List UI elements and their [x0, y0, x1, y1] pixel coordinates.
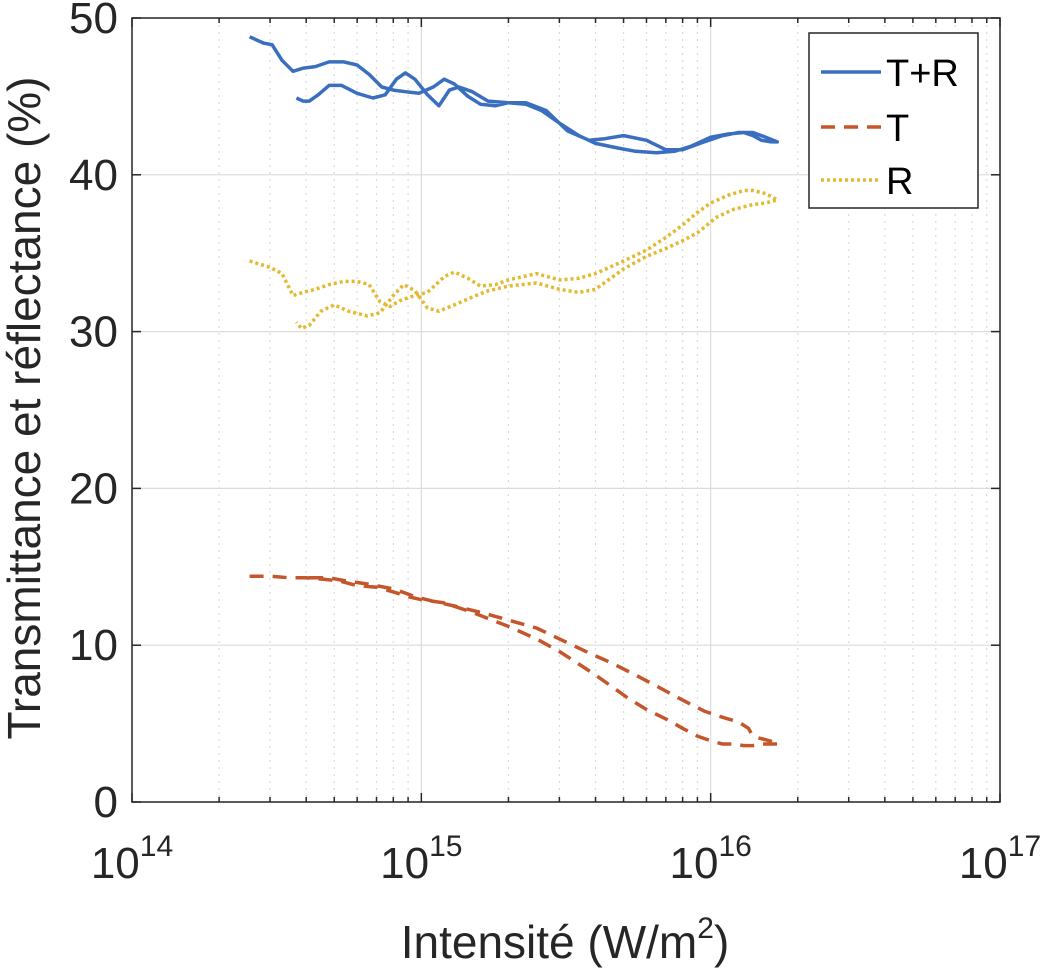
- series-line-t-r: [248, 35, 780, 155]
- x-tick-labels: 1014 1015 1016 1017: [91, 830, 1041, 888]
- legend-label-r: R: [886, 161, 913, 203]
- series-line-t: [249, 574, 781, 748]
- legend-label-t-plus-r: T+R: [886, 53, 959, 95]
- series-layer: [248, 35, 781, 748]
- series-line-r: [249, 188, 780, 331]
- tick-marks: [131, 17, 1001, 803]
- legend-box: [808, 32, 979, 209]
- legend: T+R T R: [808, 32, 979, 209]
- x-tick-base: 10: [91, 839, 140, 888]
- x-tick-exponent: 14: [140, 830, 173, 863]
- x-tick-label: 1017: [959, 830, 1041, 888]
- y-tick-label: 0: [94, 778, 118, 827]
- x-axis-title: Intensité (W/m2): [401, 912, 730, 968]
- x-tick-base: 10: [670, 839, 719, 888]
- x-axis-title-sup: 2: [697, 912, 714, 945]
- y-tick-label: 40: [69, 151, 118, 200]
- x-tick-base: 10: [959, 839, 1008, 888]
- x-tick-exponent: 15: [429, 830, 462, 863]
- y-axis-title: Transmittance et réflectance (%): [0, 77, 50, 740]
- y-tick-label: 30: [69, 308, 118, 357]
- x-tick-exponent: 16: [718, 830, 751, 863]
- legend-label-t: T: [886, 108, 909, 150]
- x-tick-label: 1016: [670, 830, 752, 888]
- x-tick-label: 1015: [380, 830, 462, 888]
- x-axis-title-main: Intensité (W/m: [401, 916, 698, 968]
- y-tick-label: 10: [69, 621, 118, 670]
- y-tick-label: 20: [69, 464, 118, 513]
- y-tick-labels: 0 10 20 30 40 50: [69, 0, 118, 827]
- x-tick-exponent: 17: [1008, 830, 1041, 863]
- x-tick-label: 1014: [91, 830, 173, 888]
- plot-area-frame: [131, 17, 1001, 803]
- x-axis-title-suffix: ): [714, 916, 729, 968]
- y-tick-label: 50: [69, 0, 118, 43]
- x-tick-base: 10: [380, 839, 429, 888]
